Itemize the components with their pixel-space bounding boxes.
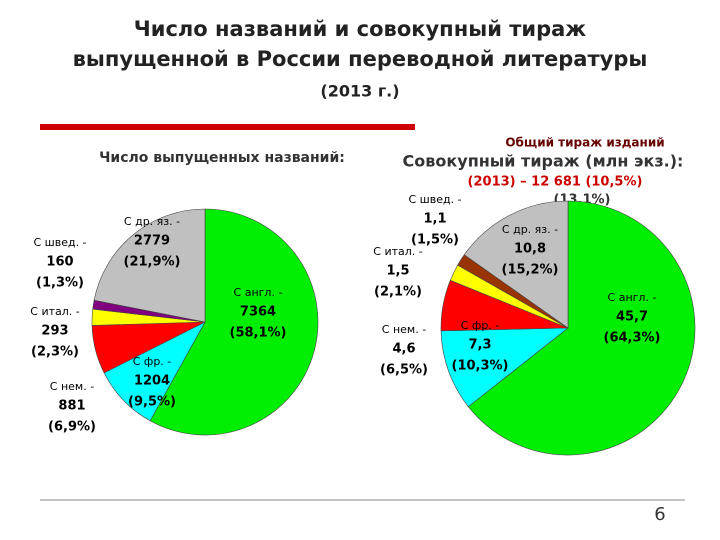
slice-percent: (10,3%) — [452, 359, 509, 374]
slice-value: 2779 — [134, 234, 170, 249]
slice-percent: (6,5%) — [380, 363, 428, 378]
slice-percent: (2,1%) — [374, 285, 422, 300]
slice-category: С нем. - — [382, 323, 426, 336]
subtitle: (2013 г.) — [320, 82, 399, 101]
slice-value: 45,7 — [616, 310, 648, 325]
slice-value: 7,3 — [468, 338, 491, 353]
slice-category: С швед. - — [33, 236, 86, 249]
slice-value: 881 — [58, 399, 85, 414]
chart-title: Совокупный тираж (млн экз.): — [403, 152, 684, 171]
slice-value: 293 — [41, 324, 68, 339]
slice-category: С швед. - — [408, 193, 461, 206]
slice-category: С др. яз. - — [124, 215, 180, 228]
slice-percent: (1,5%) — [411, 233, 459, 248]
slice-category: С англ. - — [608, 291, 657, 304]
slice-percent: (6,9%) — [48, 420, 96, 435]
slice-percent: (58,1%) — [230, 326, 287, 341]
slice-value: 160 — [46, 255, 73, 270]
slice-category: С итал. - — [373, 245, 422, 258]
slice-percent: (9,5%) — [128, 395, 176, 410]
slice-value: 1204 — [134, 374, 170, 389]
annotation: Общий тираж изданий — [505, 136, 664, 150]
pie-slice — [93, 208, 206, 323]
pie-slice — [467, 200, 696, 456]
slice-percent: (2,3%) — [31, 345, 79, 360]
slice-value: 7364 — [240, 305, 276, 320]
pie-slice — [149, 208, 319, 436]
slice-value: 10,8 — [514, 242, 546, 257]
slice-percent: (21,9%) — [124, 255, 181, 270]
slice-value: 1,5 — [386, 264, 409, 279]
title-line: выпущенной в России переводной литератур… — [73, 47, 648, 71]
slice-category: С фр. - — [133, 355, 172, 368]
slide-number: 6 — [654, 504, 665, 525]
slice-percent: (15,2%) — [502, 263, 559, 278]
slice-category: С фр. - — [461, 319, 500, 332]
annotation: (2013) – 12 681 (10,5%) — [468, 175, 643, 190]
pie-slice — [440, 327, 569, 408]
slice-value: 4,6 — [392, 342, 415, 357]
pie-slice — [463, 200, 569, 329]
title-line: Число названий и совокупный тираж — [134, 17, 587, 41]
slice-category: С др. яз. - — [502, 223, 558, 236]
slice-value: 1,1 — [423, 212, 446, 227]
slice-percent: (1,3%) — [36, 276, 84, 291]
slice-category: С нем. - — [50, 380, 94, 393]
chart-title: Число выпущенных названий: — [99, 150, 345, 166]
slice-category: С англ. - — [234, 286, 283, 299]
accent-bar — [40, 124, 415, 130]
slice-category: С итал. - — [30, 305, 79, 318]
slice-percent: (64,3%) — [604, 331, 661, 346]
